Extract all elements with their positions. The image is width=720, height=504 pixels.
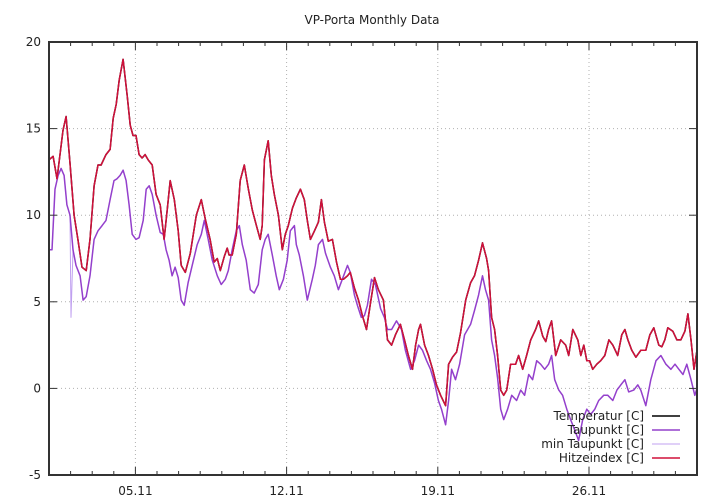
y-tick-label: 20: [26, 35, 41, 49]
plot-frame: [48, 41, 698, 476]
series-line-taupunkt-c: [49, 167, 698, 442]
legend-label: min Taupunkt [C]: [541, 437, 644, 451]
x-tick-label: 26.11: [572, 484, 606, 498]
y-tick-label: 10: [26, 208, 41, 222]
legend-label: Temperatur [C]: [553, 409, 644, 423]
y-tick-label: 15: [26, 122, 41, 136]
y-tick-label: -5: [29, 468, 41, 482]
legend-label: Taupunkt [C]: [567, 423, 644, 437]
y-tick-label: 0: [33, 381, 41, 395]
x-tick-label: 05.11: [118, 484, 152, 498]
x-tick-label: 12.11: [269, 484, 303, 498]
chart-title: VP-Porta Monthly Data: [305, 13, 440, 27]
x-tick-label: 19.11: [421, 484, 455, 498]
grid: [49, 42, 697, 475]
legend: Temperatur [C]Taupunkt [C]min Taupunkt […: [541, 409, 680, 465]
axes: -5 0 5 10 15 20 05.11 12.11 19.11 26.11: [26, 35, 698, 498]
y-tick-label: 5: [33, 295, 41, 309]
legend-label: Hitzeindex [C]: [559, 451, 644, 465]
series-line-hitzeindex-c: [48, 58, 698, 407]
series-layer: [48, 58, 698, 442]
